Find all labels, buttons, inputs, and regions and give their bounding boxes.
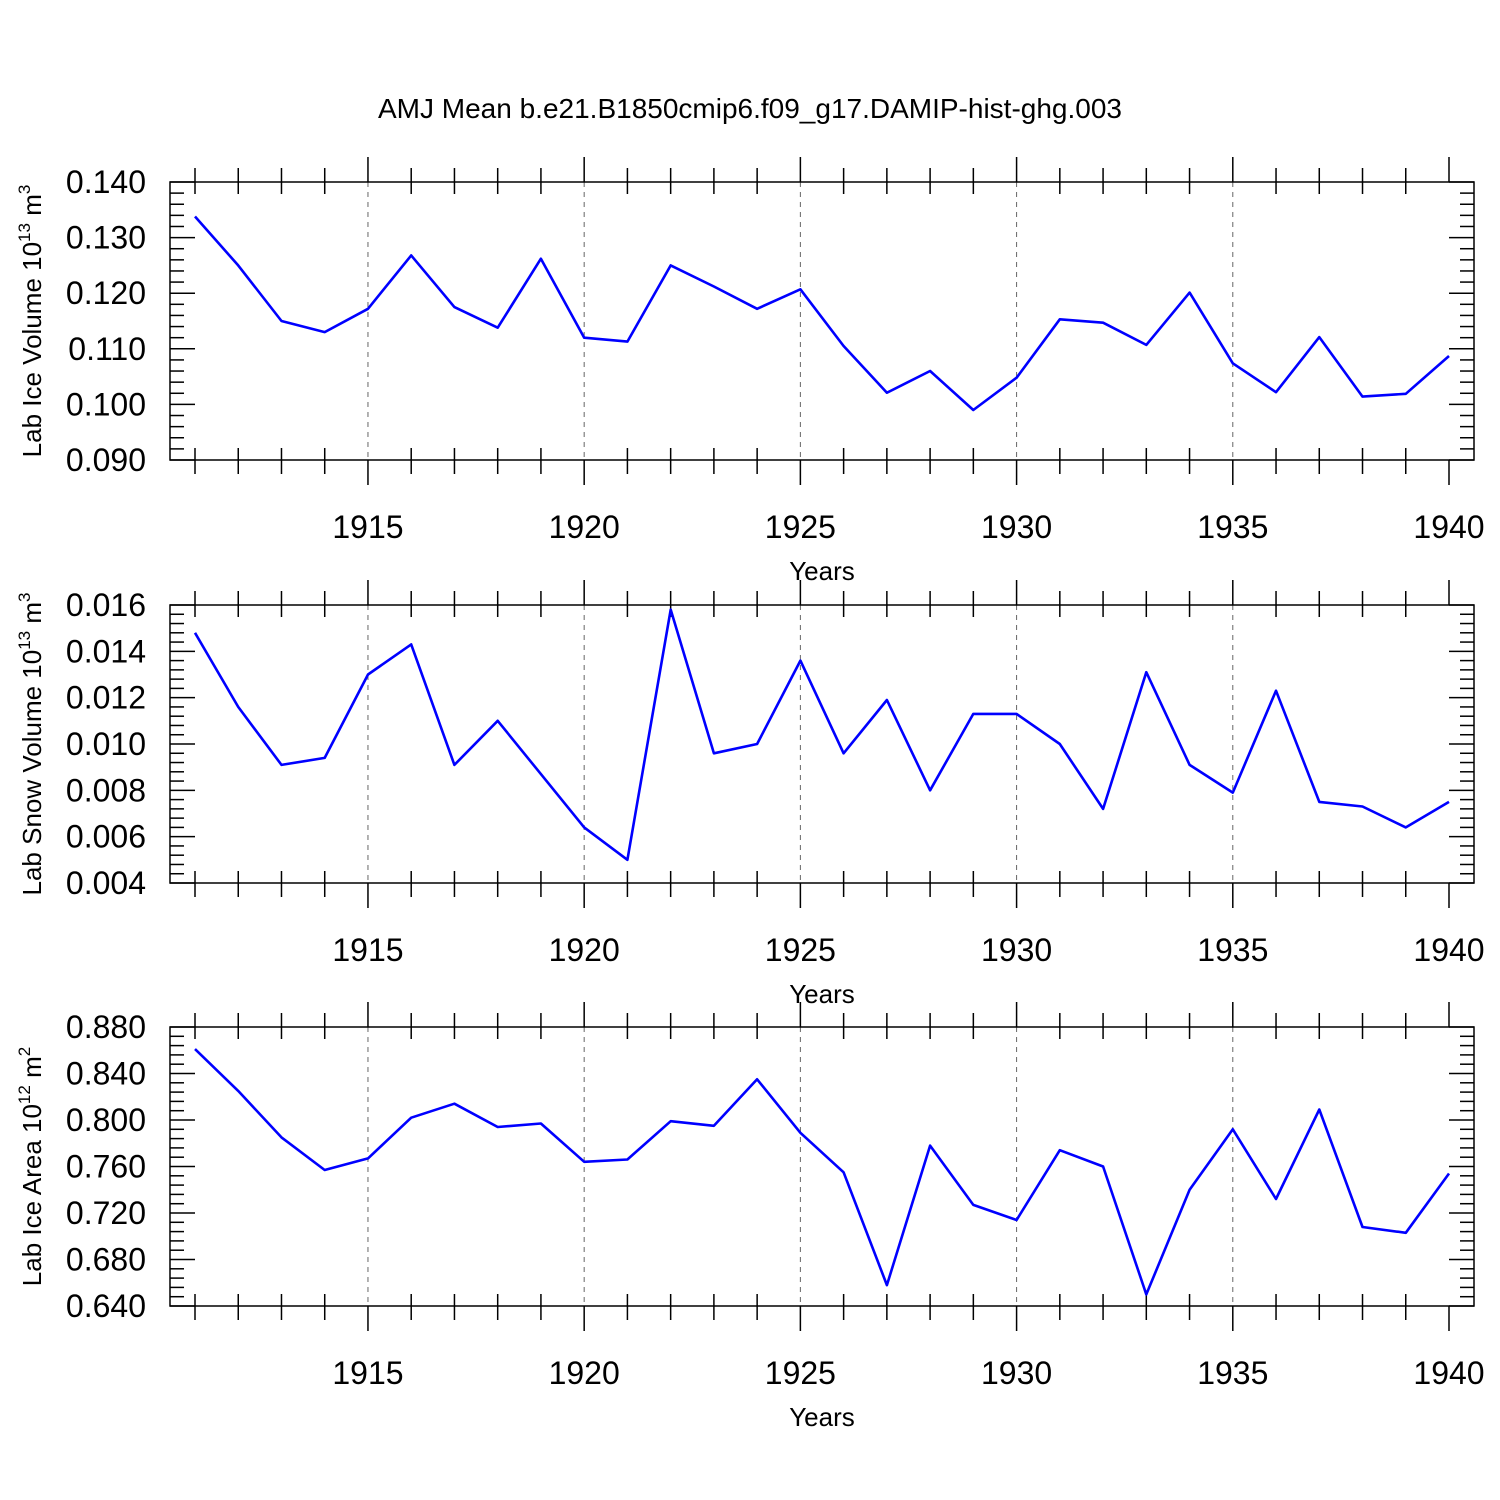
y-tick-label: 0.130 [66,220,146,256]
y-tick-label: 0.720 [66,1195,146,1231]
y-tick-label: 0.006 [66,819,146,855]
y-tick-label: 0.840 [66,1056,146,1092]
y-axis-title: Lab Ice Volume 1013 m3 [15,185,47,458]
x-tick-label: 1915 [332,1355,403,1391]
y-tick-label: 0.680 [66,1242,146,1278]
chart-panel-1: 0.090 0.100 0.110 0.120 0.130 0.140 1915 1920 19… [15,157,1485,586]
y-tick-label: 0.016 [66,587,146,623]
y-tick-label: 0.120 [66,275,146,311]
x-tick-label: 1915 [332,932,403,968]
plot-frame [169,1026,1475,1307]
x-tick-label: 1930 [981,932,1052,968]
y-tick-label: 0.010 [66,726,146,762]
x-tick-label: 1920 [549,1355,620,1391]
y-axis-title: Lab Snow Volume 1013 m3 [15,592,47,895]
y-axis-title: Lab Ice Area 1012 m2 [15,1047,47,1286]
x-tick-label: 1925 [765,932,836,968]
x-tick-label: 1930 [981,509,1052,545]
x-tick-label: 1935 [1197,932,1268,968]
chart-panels: 0.090 0.100 0.110 0.120 0.130 0.140 1915 1920 19… [15,157,1485,1432]
x-tick-label: 1940 [1413,1355,1484,1391]
x-axis-title: Years [789,1402,855,1432]
series-line [194,1048,1451,1296]
x-tick-label: 1940 [1413,509,1484,545]
y-tick-label: 0.760 [66,1149,146,1185]
chart-panel-2: 0.004 0.006 0.008 0.010 0.012 0.014 0.016 1915 1… [15,580,1485,1009]
chart-title: AMJ Mean b.e21.B1850cmip6.f09_g17.DAMIP-… [378,93,1122,124]
x-tick-label: 1935 [1197,509,1268,545]
y-tick-label: 0.090 [66,442,146,478]
x-tick-label: 1940 [1413,932,1484,968]
y-tick-label: 0.880 [66,1009,146,1045]
x-axis-title: Years [789,556,855,586]
x-tick-label: 1925 [765,1355,836,1391]
y-tick-label: 0.004 [66,865,146,901]
y-tick-label: 0.800 [66,1102,146,1138]
x-tick-label: 1920 [549,509,620,545]
y-tick-label: 0.640 [66,1288,146,1324]
x-tick-label: 1935 [1197,1355,1268,1391]
y-tick-label: 0.012 [66,680,146,716]
y-tick-label: 0.008 [66,772,146,808]
series-line [193,608,1450,862]
x-axis-title: Years [789,979,855,1009]
x-tick-label: 1925 [765,509,836,545]
plot-frame [169,604,1475,884]
y-tick-label: 0.014 [66,633,146,669]
x-tick-label: 1930 [981,1355,1052,1391]
series-line [194,215,1450,412]
y-tick-label: 0.110 [68,331,146,367]
plot-frame [169,181,1475,461]
x-tick-label: 1920 [549,932,620,968]
x-tick-label: 1915 [332,509,403,545]
y-tick-label: 0.100 [66,386,146,422]
chart-panel-3: 0.640 0.680 0.720 0.760 0.800 0.840 0.880 1915 1… [15,1002,1485,1432]
y-tick-label: 0.140 [66,164,146,200]
